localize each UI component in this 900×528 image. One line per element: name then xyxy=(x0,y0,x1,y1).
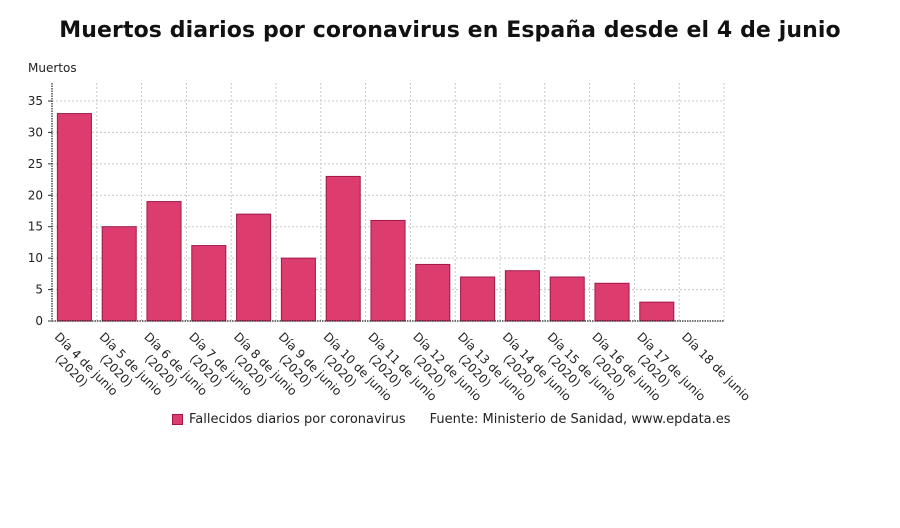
bar xyxy=(101,226,137,322)
y-tick-label: 15 xyxy=(28,220,43,234)
y-tick-label: 30 xyxy=(28,125,43,139)
bar xyxy=(146,201,182,322)
bar xyxy=(325,175,361,322)
y-tick-label: 0 xyxy=(35,314,43,328)
y-tick-label: 25 xyxy=(28,157,43,171)
legend-swatch xyxy=(172,414,183,425)
y-tick-label: 35 xyxy=(28,94,43,108)
legend: Fallecidos diarios por coronavirus Fuent… xyxy=(172,412,731,427)
bar xyxy=(504,270,540,322)
bar xyxy=(549,276,585,322)
bar xyxy=(415,263,451,322)
bar xyxy=(594,282,630,322)
bar xyxy=(236,213,272,322)
chart-title: Muertos diarios por coronavirus en Españ… xyxy=(59,18,841,43)
source-note: Fuente: Ministerio de Sanidad, www.epdat… xyxy=(429,412,731,427)
bar xyxy=(191,245,227,322)
y-axis-label: Muertos xyxy=(28,61,77,75)
bar xyxy=(639,301,675,322)
y-tick-label: 10 xyxy=(28,251,43,265)
bar xyxy=(280,257,316,322)
bar xyxy=(460,276,496,322)
bar xyxy=(56,113,92,322)
legend-label: Fallecidos diarios por coronavirus xyxy=(189,412,406,427)
y-tick-label: 20 xyxy=(28,188,43,202)
bar xyxy=(370,219,406,322)
y-tick-label: 5 xyxy=(35,283,43,297)
